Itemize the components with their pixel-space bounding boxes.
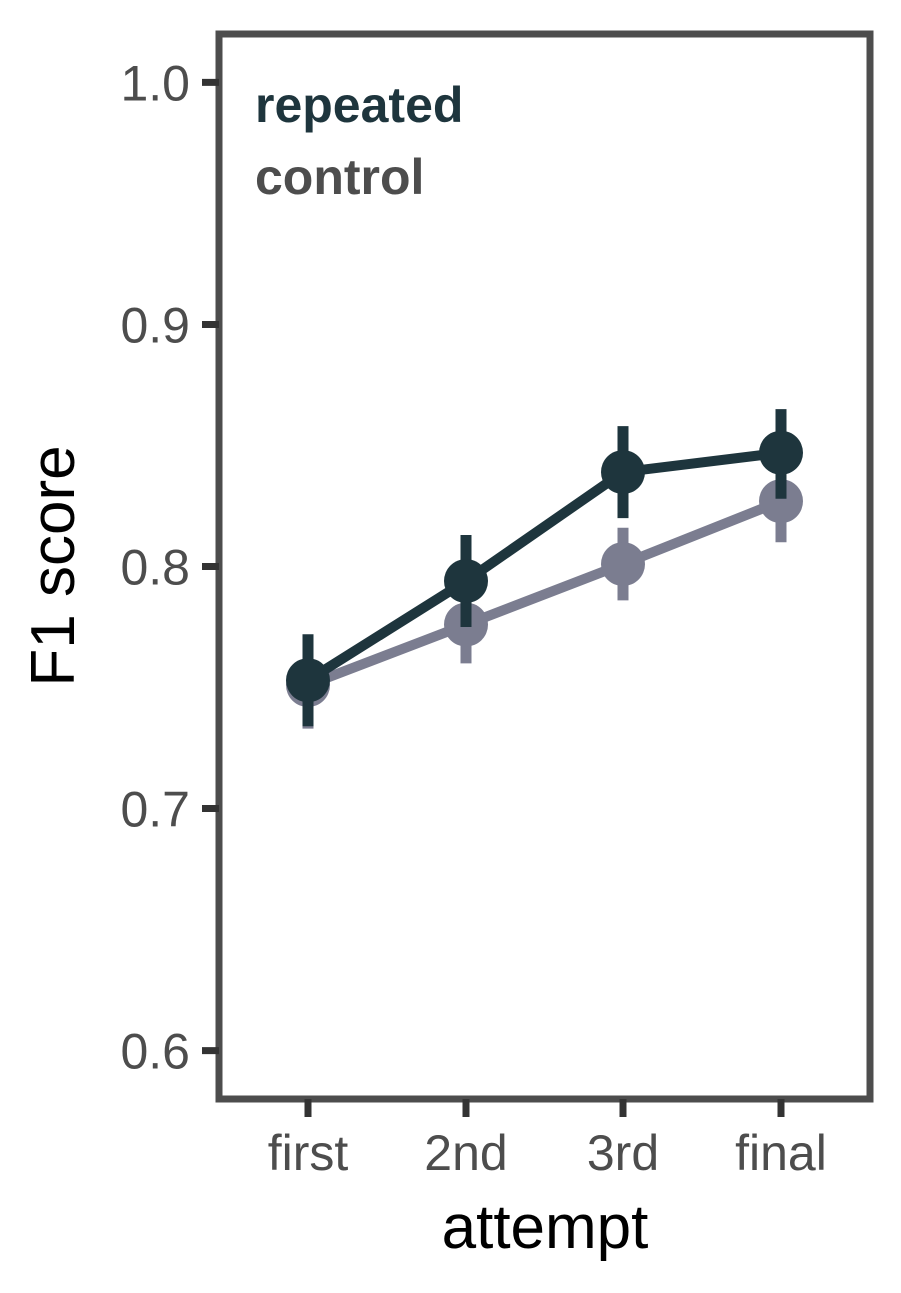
data-point <box>444 559 488 604</box>
x-tick-label: final <box>735 1125 827 1181</box>
y-tick-label: 0.8 <box>120 540 190 596</box>
series-line <box>306 496 783 690</box>
data-point <box>759 479 803 524</box>
y-axis-title: F1 score <box>19 445 88 686</box>
data-point <box>759 430 803 475</box>
y-tick-label: 0.6 <box>120 1024 190 1080</box>
x-tick-label: 2nd <box>424 1125 507 1181</box>
y-tick-label: 0.9 <box>120 297 190 353</box>
legend-label: repeated <box>255 77 463 133</box>
y-tick-label: 0.7 <box>120 782 190 838</box>
legend: repeated control <box>255 77 463 205</box>
data-point <box>601 450 645 495</box>
data-point <box>601 542 645 587</box>
series-layer <box>286 409 803 729</box>
legend-label: control <box>255 149 424 205</box>
data-point <box>286 658 330 703</box>
series-control <box>286 460 803 729</box>
y-tick-label: 1.0 <box>120 55 190 111</box>
x-tick-label: first <box>268 1125 349 1181</box>
x-axis: first 2nd 3rd final <box>268 1099 827 1181</box>
series-repeated <box>286 409 803 727</box>
x-axis-title: attempt <box>442 1193 649 1262</box>
y-axis: 0.6 0.7 0.8 0.9 1.0 <box>120 55 219 1080</box>
series-line <box>305 447 782 685</box>
x-tick-label: 3rd <box>587 1125 659 1181</box>
